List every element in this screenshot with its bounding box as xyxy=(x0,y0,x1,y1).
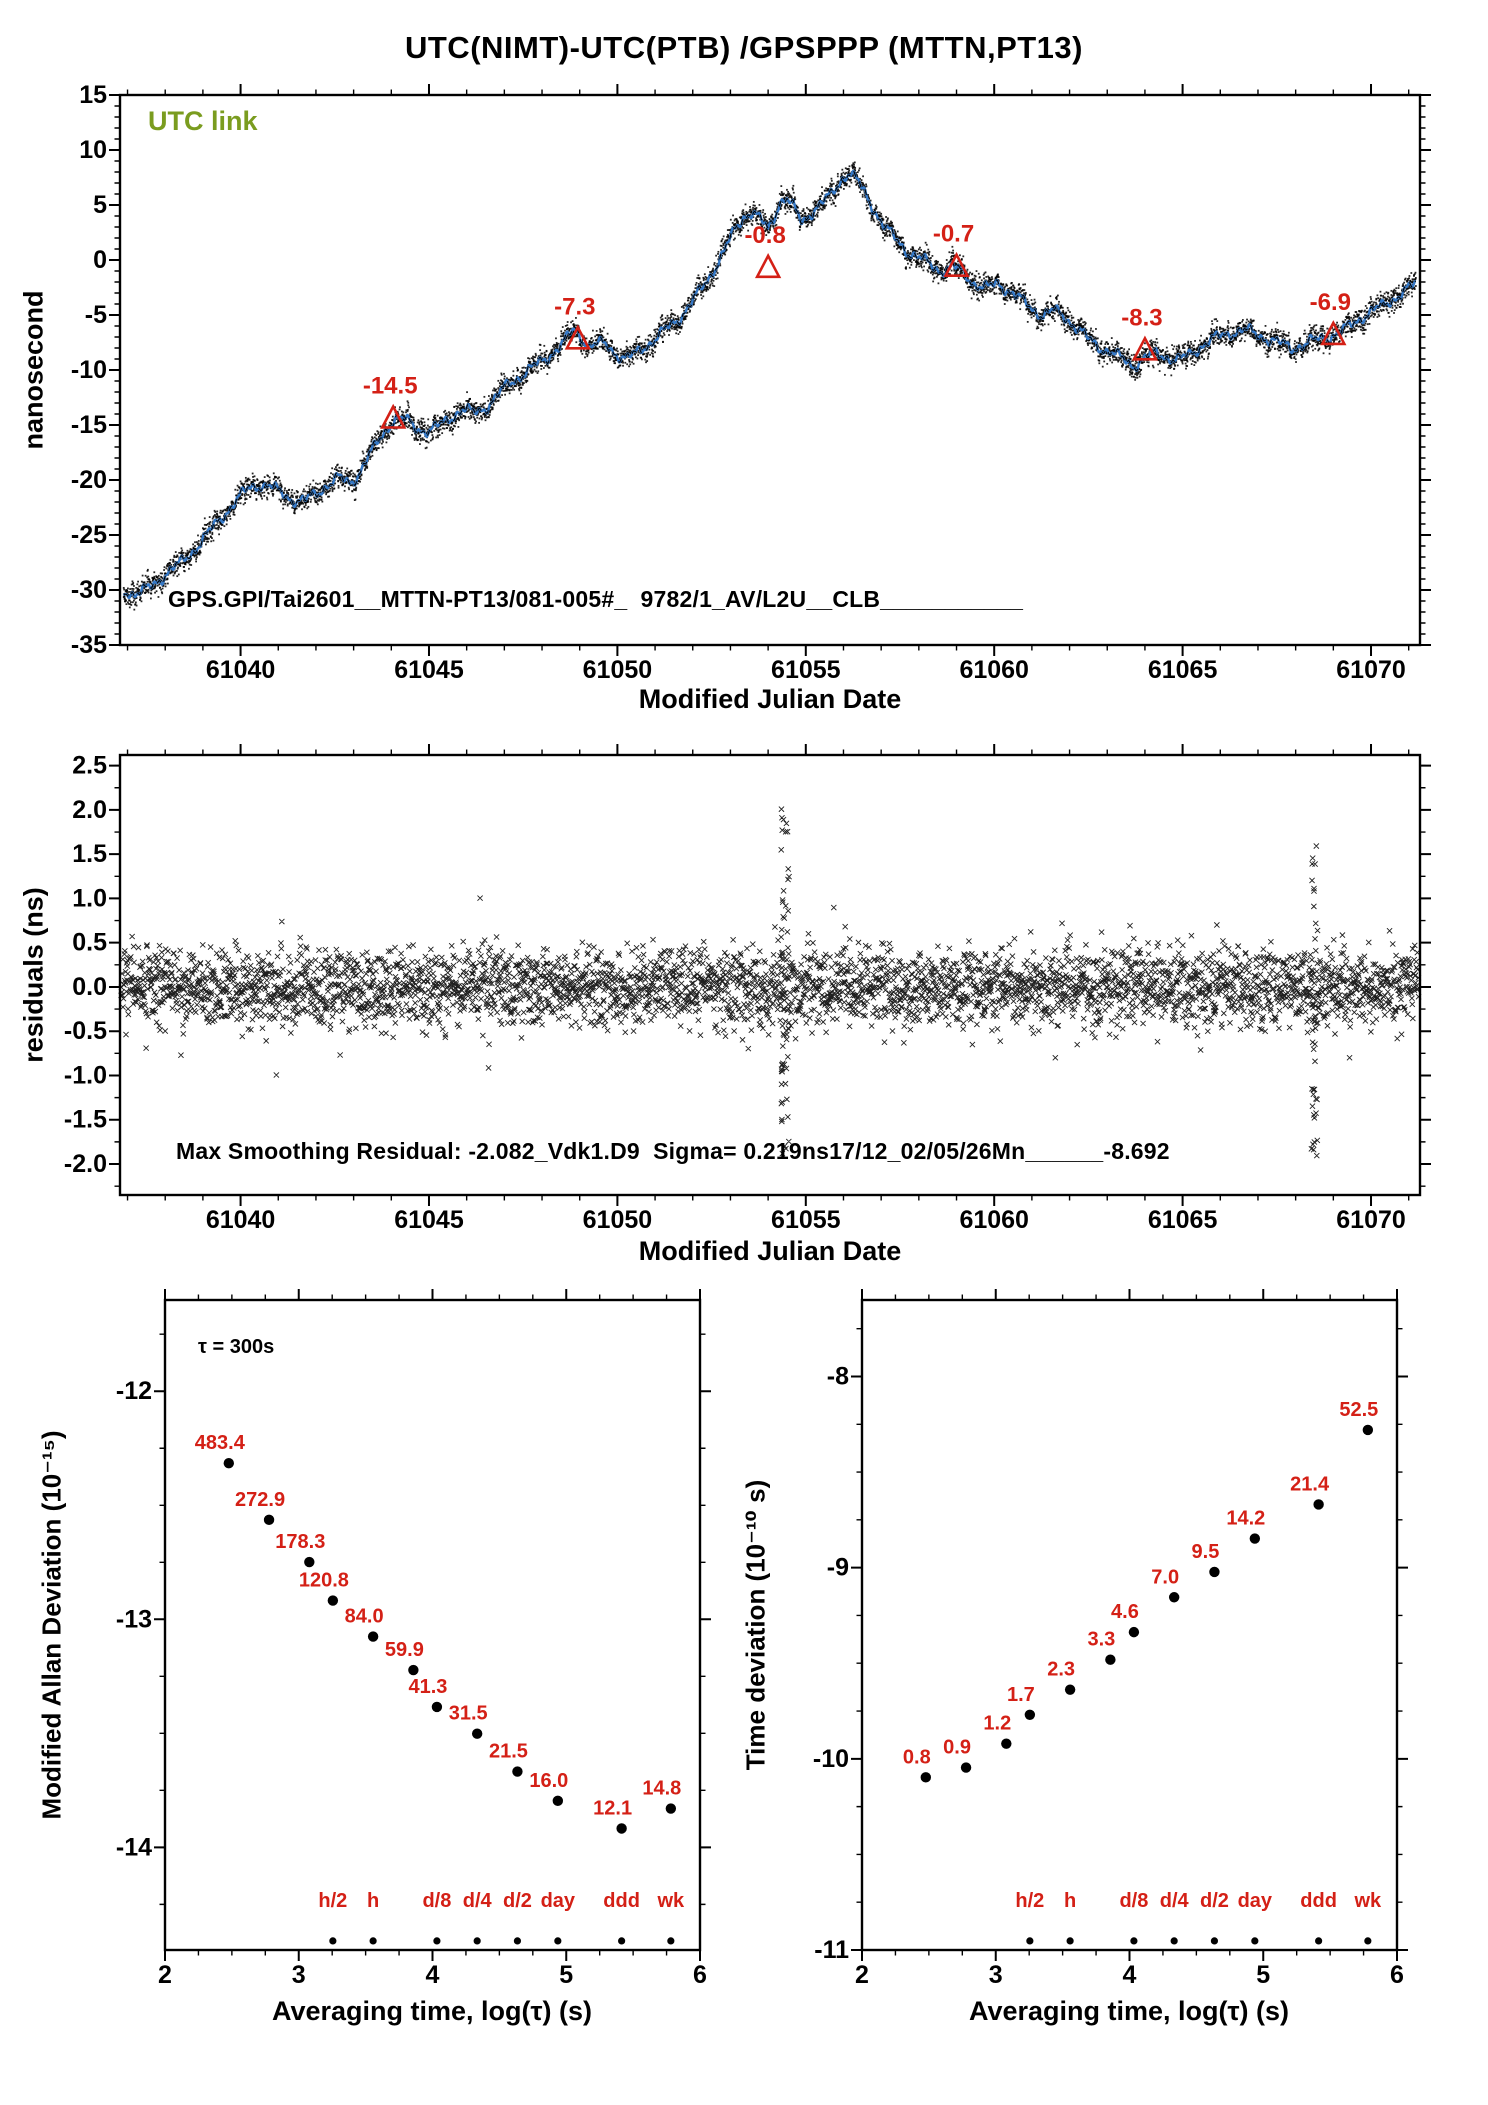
plots-canvas xyxy=(0,0,1488,2105)
chart-page: UTC(NIMT)-UTC(PTB) /GPSPPP (MTTN,PT13) n… xyxy=(0,0,1488,2105)
